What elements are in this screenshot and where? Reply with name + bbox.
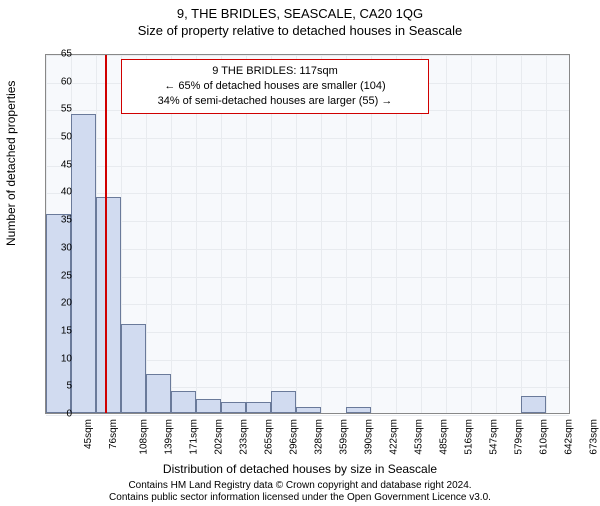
gridline-v	[496, 55, 497, 413]
x-tick-label: 328sqm	[313, 419, 324, 455]
y-tick-label: 40	[50, 187, 72, 198]
y-tick-label: 15	[50, 325, 72, 336]
y-tick-label: 25	[50, 270, 72, 281]
x-tick-label: 610sqm	[538, 419, 549, 455]
histogram-bar	[96, 197, 121, 413]
x-tick-label: 516sqm	[463, 419, 474, 455]
y-tick-label: 60	[50, 76, 72, 87]
histogram-plot: 9 THE BRIDLES: 117sqm← 65% of detached h…	[45, 54, 570, 414]
y-tick-label: 5	[50, 381, 72, 392]
gridline-h	[46, 193, 569, 194]
x-tick-label: 233sqm	[238, 419, 249, 455]
histogram-bar	[71, 114, 96, 413]
histogram-bar	[146, 374, 171, 413]
x-tick-label: 642sqm	[563, 419, 574, 455]
footer-line1: Contains HM Land Registry data © Crown c…	[0, 480, 600, 492]
histogram-bar	[346, 407, 371, 413]
gridline-h	[46, 55, 569, 56]
gridline-h	[46, 304, 569, 305]
y-tick-label: 35	[50, 215, 72, 226]
x-tick-label: 108sqm	[138, 419, 149, 455]
x-tick-label: 422sqm	[388, 419, 399, 455]
x-tick-label: 579sqm	[513, 419, 524, 455]
y-tick-label: 10	[50, 353, 72, 364]
x-tick-label: 171sqm	[188, 419, 199, 455]
x-tick-label: 453sqm	[413, 419, 424, 455]
histogram-bar	[196, 399, 221, 413]
gridline-h	[46, 166, 569, 167]
annotation-line: ← 65% of detached houses are smaller (10…	[130, 79, 420, 94]
x-axis-label: Distribution of detached houses by size …	[0, 462, 600, 476]
y-tick-label: 65	[50, 49, 72, 60]
x-tick-label: 547sqm	[488, 419, 499, 455]
x-tick-label: 485sqm	[438, 419, 449, 455]
gridline-h	[46, 277, 569, 278]
gridline-v	[521, 55, 522, 413]
x-tick-label: 139sqm	[163, 419, 174, 455]
gridline-h	[46, 415, 569, 416]
annotation-line: 34% of semi-detached houses are larger (…	[130, 94, 420, 109]
x-tick-label: 673sqm	[588, 419, 599, 455]
x-tick-label: 296sqm	[288, 419, 299, 455]
x-tick-label: 45sqm	[83, 419, 94, 449]
x-tick-label: 76sqm	[108, 419, 119, 449]
chart-subtitle: Size of property relative to detached ho…	[0, 23, 600, 38]
attribution-footer: Contains HM Land Registry data © Crown c…	[0, 480, 600, 504]
y-tick-label: 45	[50, 159, 72, 170]
y-tick-label: 50	[50, 132, 72, 143]
x-tick-label: 390sqm	[363, 419, 374, 455]
page-title: 9, THE BRIDLES, SEASCALE, CA20 1QG	[0, 6, 600, 21]
annotation-line: 9 THE BRIDLES: 117sqm	[130, 64, 420, 79]
gridline-v	[471, 55, 472, 413]
y-tick-label: 55	[50, 104, 72, 115]
y-axis-label: Number of detached properties	[4, 81, 18, 246]
y-tick-label: 20	[50, 298, 72, 309]
histogram-bar	[271, 391, 296, 413]
y-tick-label: 30	[50, 242, 72, 253]
y-tick-label: 0	[50, 409, 72, 420]
histogram-bar	[121, 324, 146, 413]
reference-line	[105, 55, 107, 413]
gridline-h	[46, 221, 569, 222]
gridline-h	[46, 138, 569, 139]
footer-line2: Contains public sector information licen…	[0, 492, 600, 504]
histogram-bar	[521, 396, 546, 413]
x-tick-label: 265sqm	[263, 419, 274, 455]
histogram-bar	[296, 407, 321, 413]
gridline-h	[46, 249, 569, 250]
annotation-box: 9 THE BRIDLES: 117sqm← 65% of detached h…	[121, 59, 429, 114]
histogram-bar	[171, 391, 196, 413]
x-tick-label: 202sqm	[213, 419, 224, 455]
histogram-bar	[246, 402, 271, 413]
gridline-v	[446, 55, 447, 413]
histogram-bar	[221, 402, 246, 413]
x-tick-label: 359sqm	[338, 419, 349, 455]
gridline-v	[546, 55, 547, 413]
